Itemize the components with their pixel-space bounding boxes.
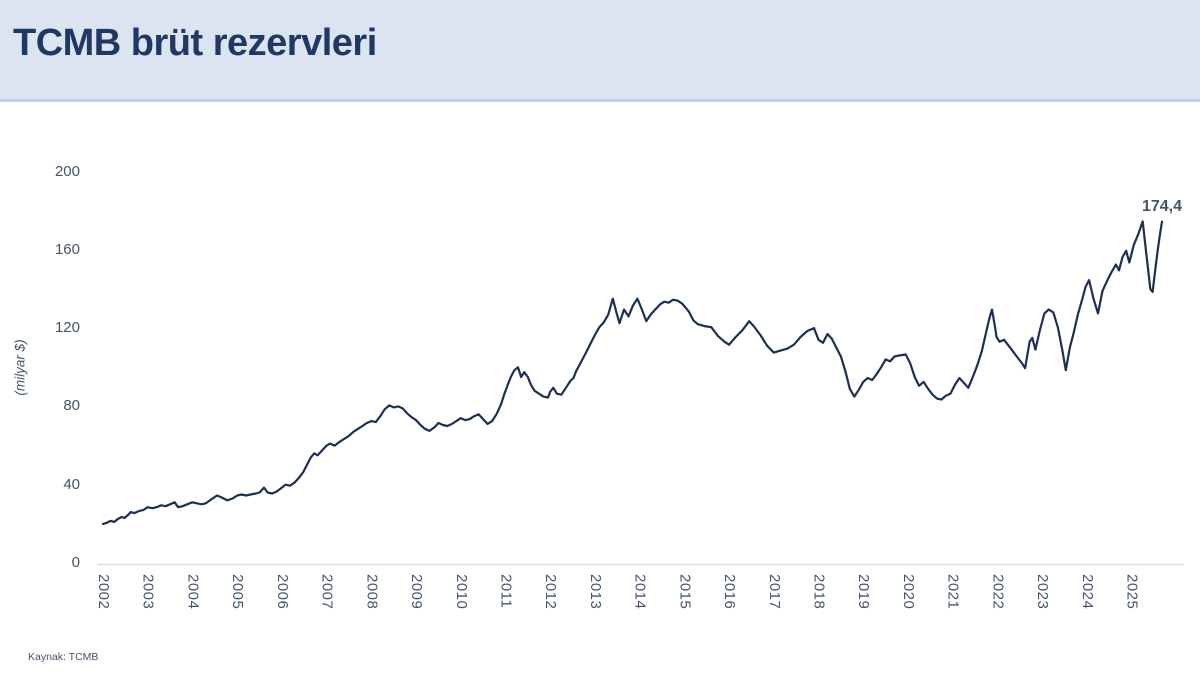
x-tick-label: 2017 xyxy=(765,574,783,610)
y-tick-label: 160 xyxy=(54,240,80,258)
y-tick-label: 40 xyxy=(63,475,80,493)
x-tick-label: 2012 xyxy=(542,574,560,610)
x-tick-label: 2016 xyxy=(721,574,739,610)
x-tick-label: 2014 xyxy=(631,574,649,610)
x-tick-label: 2009 xyxy=(408,574,426,610)
x-tick-label: 2006 xyxy=(273,574,291,610)
x-tick-label: 2023 xyxy=(1034,574,1052,610)
y-tick-label: 0 xyxy=(71,554,80,571)
x-tick-label: 2008 xyxy=(363,574,381,610)
x-tick-label: 2013 xyxy=(586,574,604,610)
x-tick-label: 2007 xyxy=(318,574,336,610)
x-tick-label: 2024 xyxy=(1078,574,1096,610)
x-tick-label: 2004 xyxy=(184,574,202,610)
y-tick-label: 80 xyxy=(63,397,80,415)
x-tick-label: 2022 xyxy=(989,574,1007,610)
x-tick-label: 2010 xyxy=(452,574,470,610)
x-tick-label: 2018 xyxy=(810,574,828,610)
x-tick-label: 2025 xyxy=(1123,574,1141,610)
x-tick-label: 2003 xyxy=(139,574,157,610)
page-title: TCMB brüt rezervleri xyxy=(13,22,377,64)
x-tick-label: 2015 xyxy=(676,574,694,610)
x-tick-label: 2019 xyxy=(855,574,873,610)
x-tick-label: 2005 xyxy=(229,574,247,610)
x-tick-label: 2011 xyxy=(497,574,515,609)
y-tick-label: 200 xyxy=(54,162,80,180)
title-bar: TCMB brüt rezervleri xyxy=(0,0,1200,102)
reserves-series-line xyxy=(101,220,1164,525)
x-tick-label: 2020 xyxy=(899,574,917,610)
x-tick-label: 2002 xyxy=(95,574,112,610)
x-tick-label: 2021 xyxy=(944,574,962,610)
y-axis-unit-label: (milyar $) xyxy=(12,339,28,396)
y-tick-label: 120 xyxy=(54,319,80,337)
source-note: Kaynak: TCMB xyxy=(28,651,99,663)
last-value-label: 174,4 xyxy=(1141,197,1182,215)
